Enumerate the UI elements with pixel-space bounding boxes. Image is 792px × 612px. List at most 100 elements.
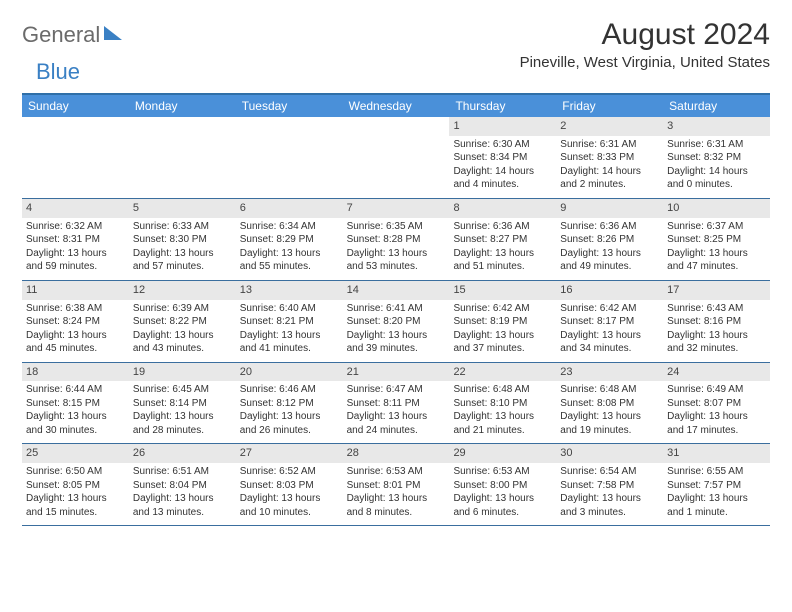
day-detail: and 1 minute. [667, 506, 766, 520]
day-detail: Daylight: 14 hours [453, 165, 552, 179]
week-row: 25 Sunrise: 6:50 AMSunset: 8:05 PM Dayligh… [22, 444, 770, 526]
day-cell: 27Sunrise: 6:52 AMSunset: 8:03 PMDayligh… [236, 444, 343, 525]
day-detail: Sunrise: 6:53 AM [347, 465, 446, 479]
day-detail: Daylight: 13 hours [133, 410, 232, 424]
day-cell: 17Sunrise: 6:43 AMSunset: 8:16 PMDayligh… [663, 281, 770, 362]
day-detail: Daylight: 14 hours [667, 165, 766, 179]
day-detail: Sunset: 8:05 PM [26, 479, 125, 493]
day-cell: . [129, 117, 236, 198]
day-detail: Daylight: 13 hours [560, 410, 659, 424]
day-header: Thursday [449, 95, 556, 117]
day-detail: Sunrise: 6:43 AM [667, 302, 766, 316]
day-number: 26 [129, 444, 236, 463]
day-detail: Daylight: 13 hours [560, 247, 659, 261]
day-detail: Sunset: 7:57 PM [667, 479, 766, 493]
day-detail: Sunset: 8:31 PM [26, 233, 125, 247]
day-detail: and 6 minutes. [453, 506, 552, 520]
logo-text-2: Blue [36, 59, 80, 85]
day-detail: Sunset: 8:19 PM [453, 315, 552, 329]
day-cell: 19Sunrise: 6:45 AMSunset: 8:14 PMDayligh… [129, 363, 236, 444]
day-detail: Sunrise: 6:48 AM [453, 383, 552, 397]
day-cell: 18Sunrise: 6:44 AMSunset: 8:15 PMDayligh… [22, 363, 129, 444]
day-number: 21 [343, 363, 450, 382]
day-detail: Daylight: 13 hours [453, 492, 552, 506]
day-detail: Sunset: 8:17 PM [560, 315, 659, 329]
day-detail: Sunrise: 6:34 AM [240, 220, 339, 234]
day-detail: Sunset: 8:21 PM [240, 315, 339, 329]
day-number: 20 [236, 363, 343, 382]
day-detail: Sunrise: 6:50 AM [26, 465, 125, 479]
day-cell: 25Sunrise: 6:50 AMSunset: 8:05 PMDayligh… [22, 444, 129, 525]
day-detail: Daylight: 13 hours [26, 329, 125, 343]
day-detail: Daylight: 13 hours [26, 410, 125, 424]
day-detail: and 19 minutes. [560, 424, 659, 438]
day-detail: Sunrise: 6:53 AM [453, 465, 552, 479]
day-detail: and 55 minutes. [240, 260, 339, 274]
day-detail: Daylight: 13 hours [347, 492, 446, 506]
day-detail: Sunset: 8:25 PM [667, 233, 766, 247]
day-detail: Daylight: 13 hours [347, 329, 446, 343]
day-detail: Sunset: 8:16 PM [667, 315, 766, 329]
day-cell: 14 Sunrise: 6:41 AMSunset: 8:20 PMDayligh… [343, 281, 450, 362]
day-detail: Sunrise: 6:42 AM [560, 302, 659, 316]
day-number: 12 [129, 281, 236, 300]
day-detail: and 53 minutes. [347, 260, 446, 274]
day-cell: 12Sunrise: 6:39 AMSunset: 8:22 PMDayligh… [129, 281, 236, 362]
day-number: 6 [236, 199, 343, 218]
day-number: 27 [236, 444, 343, 463]
day-detail: Sunset: 8:11 PM [347, 397, 446, 411]
day-detail: Daylight: 13 hours [453, 329, 552, 343]
day-detail: Sunrise: 6:40 AM [240, 302, 339, 316]
day-cell: 13Sunrise: 6:40 AMSunset: 8:21 PMDayligh… [236, 281, 343, 362]
day-detail: Daylight: 13 hours [240, 247, 339, 261]
day-detail: Daylight: 14 hours [560, 165, 659, 179]
day-detail: Daylight: 13 hours [560, 329, 659, 343]
day-number: 29 [449, 444, 556, 463]
day-cell: 11Sunrise: 6:38 AMSunset: 8:24 PMDayligh… [22, 281, 129, 362]
day-detail: Sunrise: 6:31 AM [667, 138, 766, 152]
day-detail: and 59 minutes. [26, 260, 125, 274]
day-detail: Sunset: 8:33 PM [560, 151, 659, 165]
day-detail: and 28 minutes. [133, 424, 232, 438]
day-detail: Sunset: 8:28 PM [347, 233, 446, 247]
day-detail: and 49 minutes. [560, 260, 659, 274]
day-number: 15 [449, 281, 556, 300]
day-detail: Sunrise: 6:42 AM [453, 302, 552, 316]
day-detail: Sunset: 8:01 PM [347, 479, 446, 493]
day-cell: 3Sunrise: 6:31 AMSunset: 8:32 PMDaylight… [663, 117, 770, 198]
day-detail: Sunset: 8:29 PM [240, 233, 339, 247]
day-cell: 23Sunrise: 6:48 AMSunset: 8:08 PMDayligh… [556, 363, 663, 444]
day-cell: 8Sunrise: 6:36 AMSunset: 8:27 PMDaylight… [449, 199, 556, 280]
weeks-container: ....1Sunrise: 6:30 AMSunset: 8:34 PMDayl… [22, 117, 770, 526]
day-cell: . [22, 117, 129, 198]
day-number: 14 [343, 281, 450, 300]
day-detail: and 45 minutes. [26, 342, 125, 356]
day-detail: Sunrise: 6:45 AM [133, 383, 232, 397]
day-number: 22 [449, 363, 556, 382]
day-detail: Sunrise: 6:30 AM [453, 138, 552, 152]
day-header: Saturday [663, 95, 770, 117]
location-text: Pineville, West Virginia, United States [520, 54, 770, 71]
day-number: 16 [556, 281, 663, 300]
day-detail: Sunset: 8:10 PM [453, 397, 552, 411]
day-detail: Sunrise: 6:33 AM [133, 220, 232, 234]
day-cell: 2Sunrise: 6:31 AMSunset: 8:33 PMDaylight… [556, 117, 663, 198]
day-detail: Sunset: 8:20 PM [347, 315, 446, 329]
day-detail: Sunset: 8:08 PM [560, 397, 659, 411]
day-detail: Sunrise: 6:38 AM [26, 302, 125, 316]
day-detail: and 15 minutes. [26, 506, 125, 520]
day-number: 19 [129, 363, 236, 382]
day-detail: Sunrise: 6:49 AM [667, 383, 766, 397]
day-detail: Daylight: 13 hours [133, 247, 232, 261]
day-cell: 7Sunrise: 6:35 AMSunset: 8:28 PMDaylight… [343, 199, 450, 280]
day-detail: Daylight: 13 hours [347, 247, 446, 261]
day-cell: 10Sunrise: 6:37 AMSunset: 8:25 PMDayligh… [663, 199, 770, 280]
day-number: 25 [22, 444, 129, 463]
day-number: 4 [22, 199, 129, 218]
day-detail: Daylight: 13 hours [667, 410, 766, 424]
day-detail: and 47 minutes. [667, 260, 766, 274]
day-detail: and 10 minutes. [240, 506, 339, 520]
day-detail: Sunset: 8:32 PM [667, 151, 766, 165]
logo-triangle-icon [104, 26, 122, 40]
day-detail: Sunrise: 6:41 AM [347, 302, 446, 316]
